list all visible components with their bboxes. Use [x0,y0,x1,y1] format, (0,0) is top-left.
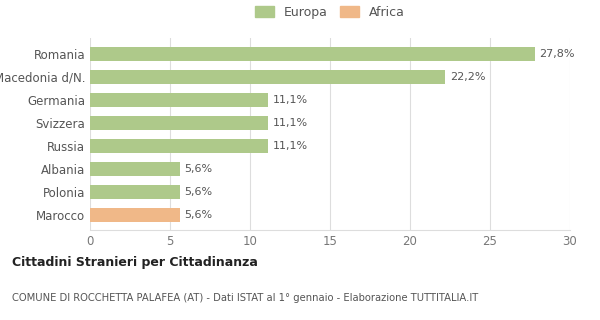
Bar [90,116,268,130]
Bar [90,47,535,61]
Text: COMUNE DI ROCCHETTA PALAFEA (AT) - Dati ISTAT al 1° gennaio - Elaborazione TUTTI: COMUNE DI ROCCHETTA PALAFEA (AT) - Dati … [12,293,478,303]
Text: 5,6%: 5,6% [184,187,212,197]
Text: 11,1%: 11,1% [272,141,308,151]
Bar [90,162,179,176]
Text: 11,1%: 11,1% [272,118,308,128]
Text: 11,1%: 11,1% [272,95,308,105]
Text: Cittadini Stranieri per Cittadinanza: Cittadini Stranieri per Cittadinanza [12,256,258,268]
Legend: Europa, Africa: Europa, Africa [251,3,409,23]
Text: 22,2%: 22,2% [450,72,485,82]
Bar [90,93,268,107]
Bar [90,185,179,199]
Text: 27,8%: 27,8% [539,49,575,59]
Text: 5,6%: 5,6% [184,210,212,220]
Bar [90,208,179,222]
Bar [90,70,445,84]
Text: 5,6%: 5,6% [184,164,212,174]
Bar [90,139,268,153]
